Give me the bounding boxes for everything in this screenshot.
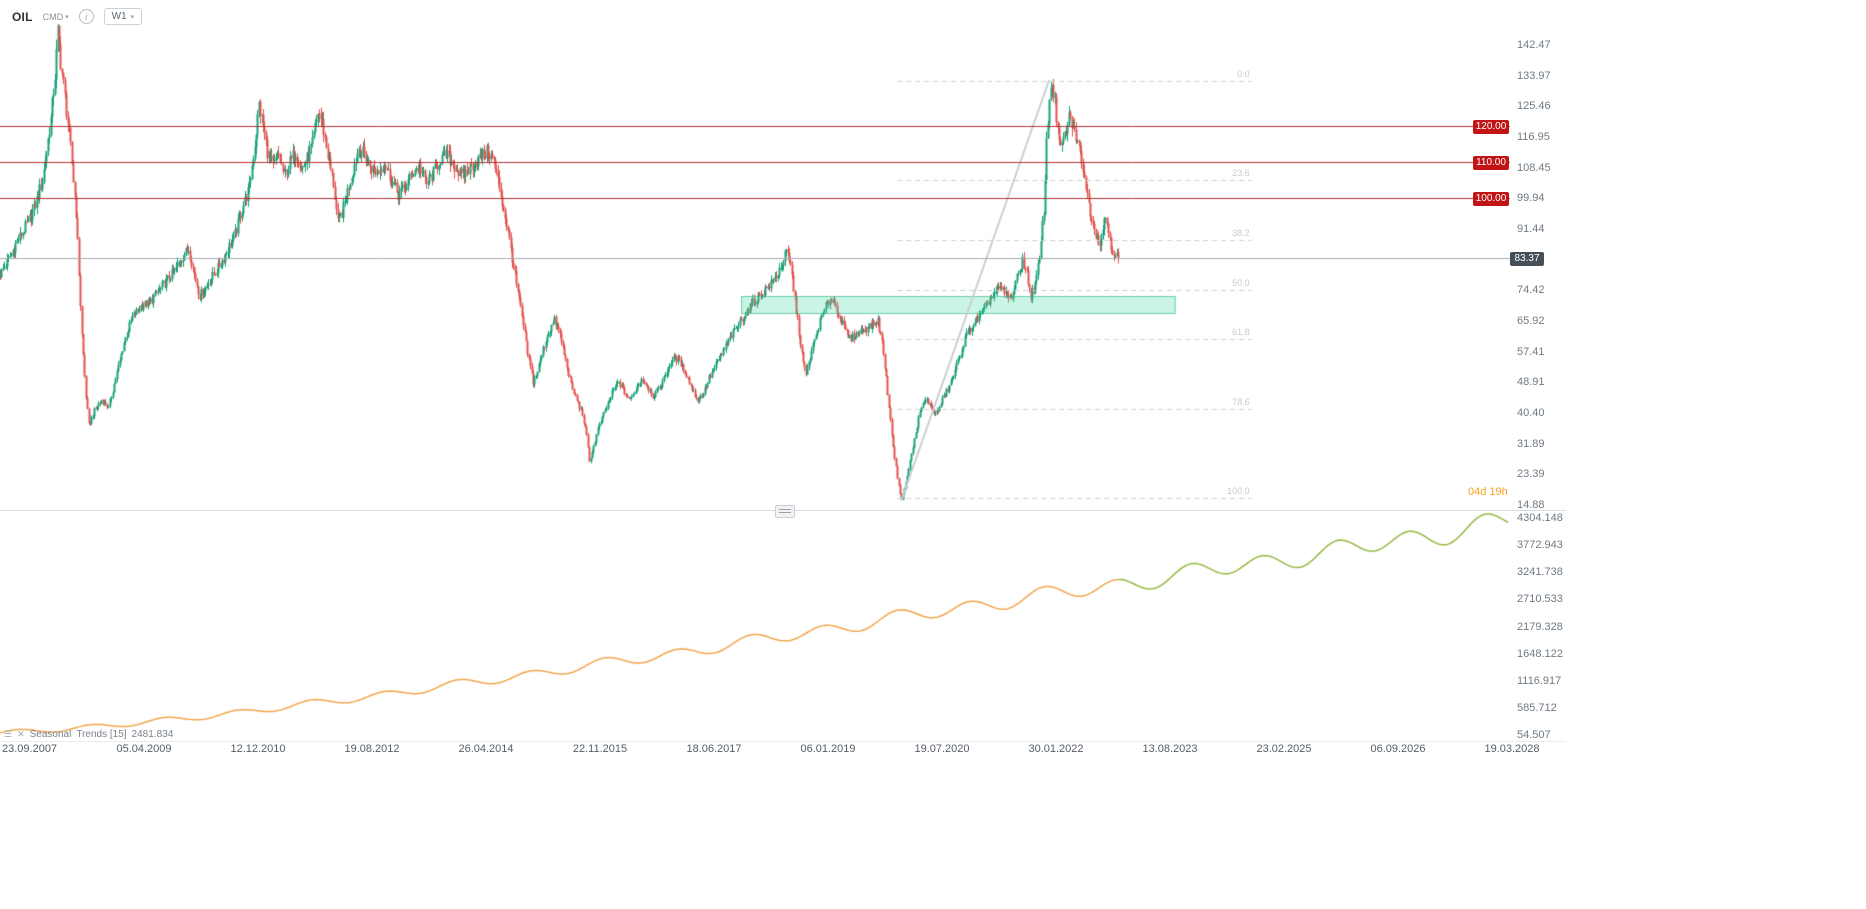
date-tick-label: 30.01.2022	[1028, 743, 1084, 755]
price-tick-label: 48.91	[1517, 376, 1545, 389]
date-tick-label: 26.04.2014	[458, 743, 514, 755]
price-tick-label: 91.44	[1517, 223, 1545, 236]
price-tick-label: 40.40	[1517, 407, 1545, 420]
time-axis-separator	[0, 741, 1566, 742]
indicator-legend: ☰ ✕ Seasonal Trends [15] 2481.834	[4, 729, 173, 740]
date-tick-label: 22.11.2015	[572, 743, 628, 755]
seasonal-tick-label: 585.712	[1517, 701, 1557, 714]
indicator-name: Seasonal	[29, 729, 72, 740]
date-tick-label: 19.08.2012	[344, 743, 400, 755]
date-tick-label: 06.01.2019	[800, 743, 856, 755]
chevron-down-icon: ▾	[130, 13, 135, 21]
seasonal-chart-canvas[interactable]	[0, 512, 1510, 741]
time-axis[interactable]: 23.09.2007 05.04.2009 12.12.2010 19.08.2012…	[0, 742, 1566, 758]
date-tick-label: 05.04.2009	[116, 743, 172, 755]
seasonal-tick-label: 1116.917	[1517, 674, 1562, 687]
symbol-label[interactable]: OIL	[12, 9, 33, 24]
price-tick-label: 31.89	[1517, 437, 1545, 450]
seasonal-tick-label: 54.507	[1517, 729, 1551, 741]
price-tick-label: 125.46	[1517, 100, 1551, 113]
seasonal-tick-label: 3241.738	[1517, 566, 1563, 579]
seasonal-tick-label: 4304.148	[1517, 512, 1563, 524]
price-tick-label: 99.94	[1517, 192, 1545, 205]
price-tick-label: 142.47	[1517, 39, 1551, 52]
timeframe-label: W1	[111, 11, 127, 22]
date-tick-label: 12.12.2010	[230, 743, 286, 755]
close-icon[interactable]: ✕	[17, 729, 25, 739]
market-category-label: CMD	[42, 11, 64, 22]
seasonal-tick-label: 1648.122	[1517, 647, 1563, 660]
market-category-badge[interactable]: CMD ▾	[43, 12, 69, 22]
main-chart-canvas[interactable]	[0, 0, 1510, 510]
price-tick-label: 23.39	[1517, 468, 1545, 481]
price-tick-label: 14.88	[1517, 499, 1545, 512]
date-tick-label: 06.09.2026	[1370, 743, 1426, 755]
indicator-value: 2481.834	[131, 729, 174, 740]
seasonal-tick-label: 2710.533	[1517, 593, 1563, 606]
date-tick-label: 19.03.2028	[1484, 743, 1540, 755]
price-tick-label: 133.97	[1517, 69, 1551, 82]
seasonal-tick-label: 2179.328	[1517, 620, 1563, 633]
price-tick-label: 65.92	[1517, 315, 1545, 328]
seasonal-tick-label: 3772.943	[1517, 539, 1563, 552]
chart-header: OIL CMD ▾ i W1 ▾	[12, 8, 143, 25]
price-tick-label: 116.95	[1517, 131, 1550, 144]
candle-countdown: 04d 19h	[1468, 486, 1508, 498]
price-axis[interactable]: 142.47 133.97 125.46 116.95 108.45 99.94 91.44…	[1510, 0, 1566, 512]
date-tick-label: 18.06.2017	[686, 743, 742, 755]
date-tick-label: 23.02.2025	[1256, 743, 1312, 755]
timeframe-button[interactable]: W1 ▾	[103, 8, 143, 25]
date-tick-label: 13.08.2023	[1142, 743, 1198, 755]
indicator-params: Trends [15]	[76, 729, 127, 740]
price-tick-label: 74.42	[1517, 284, 1545, 297]
trading-chart-panel: 142.47 133.97 125.46 116.95 108.45 99.94 91.44…	[0, 0, 1566, 758]
info-icon[interactable]: i	[78, 9, 94, 24]
date-tick-label: 19.07.2020	[914, 743, 970, 755]
price-tick-label: 57.41	[1517, 345, 1545, 358]
chevron-down-icon: ▾	[65, 13, 69, 21]
price-tick-label: 108.45	[1517, 161, 1551, 174]
menu-icon[interactable]: ☰	[4, 729, 13, 739]
date-tick-label: 23.09.2007	[2, 743, 58, 755]
seasonal-value-axis[interactable]: 4304.148 3772.943 3241.738 2710.533 2179.328…	[1510, 512, 1566, 741]
panel-resize-handle[interactable]	[775, 505, 795, 518]
